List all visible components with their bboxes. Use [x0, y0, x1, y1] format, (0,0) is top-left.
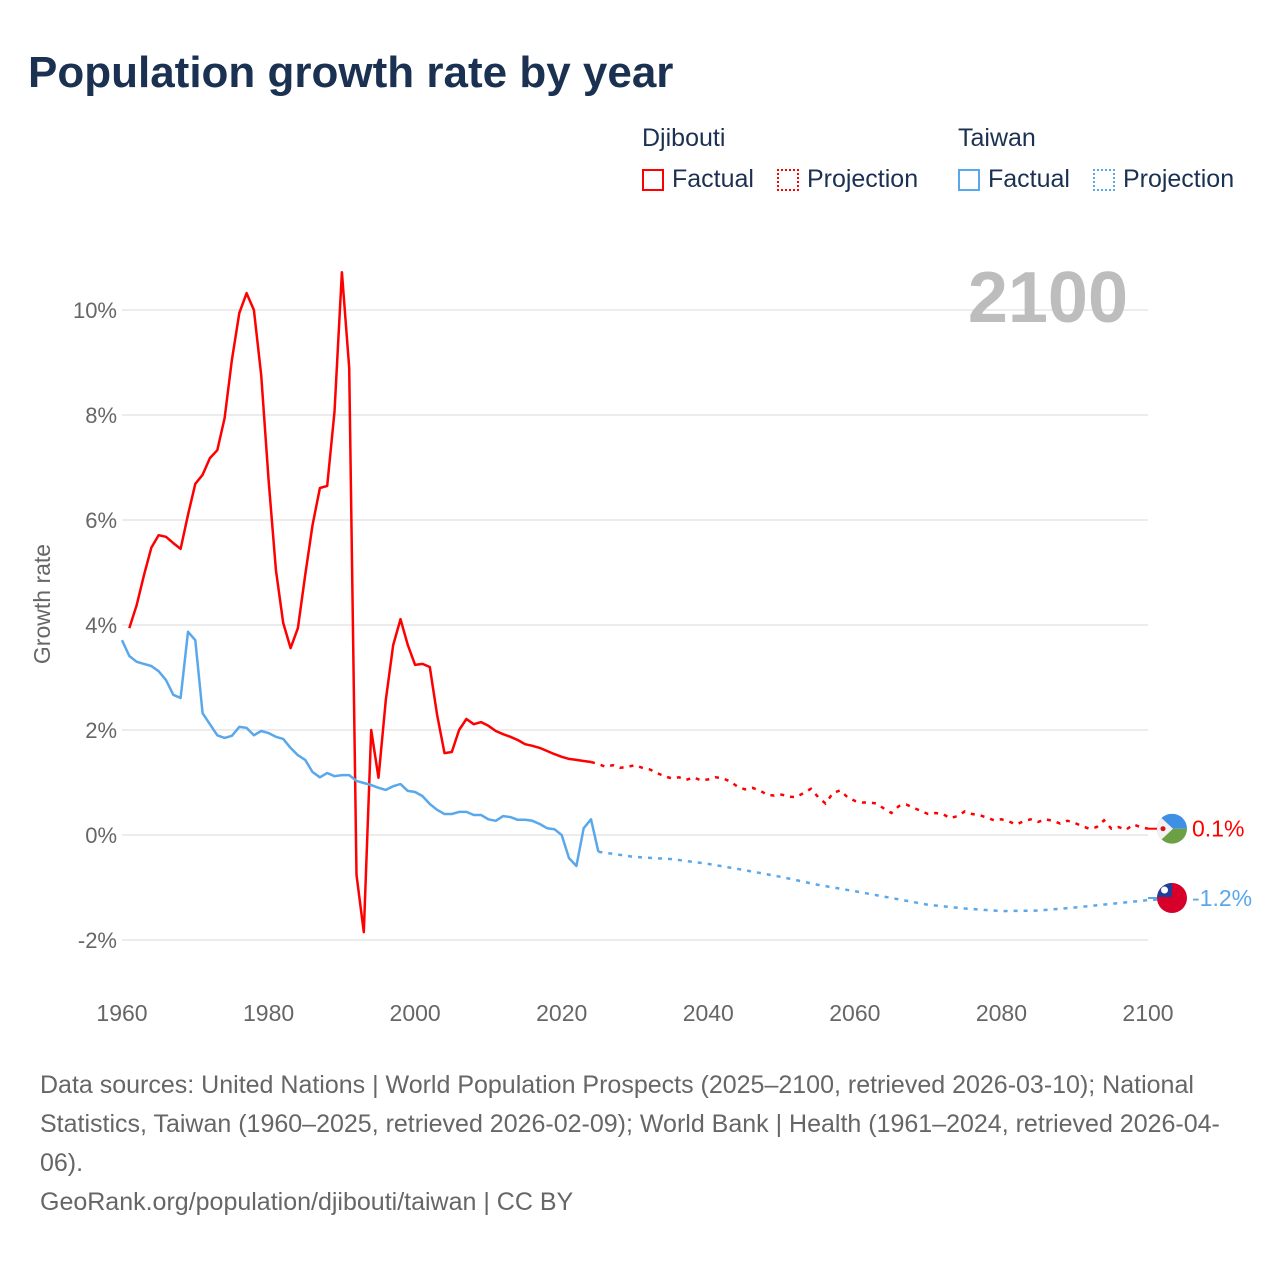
legend-item-taiwan-projection[interactable]: Projection: [1092, 165, 1235, 194]
legend-item-taiwan-factual[interactable]: Factual: [958, 165, 1070, 194]
solid-swatch-icon: [958, 168, 980, 191]
legend-taiwan: Taiwan Factual Projection: [958, 124, 1234, 198]
legend-label: Projection: [1122, 165, 1235, 193]
legend-group-name: Taiwan: [958, 124, 1036, 152]
solid-swatch-icon: [642, 168, 664, 191]
footer: Data sources: United Nations | World Pop…: [40, 1066, 1250, 1222]
data-sources: Data sources: United Nations | World Pop…: [40, 1071, 1220, 1177]
dotted-swatch-icon: [776, 168, 799, 191]
y-tick-label: -2%: [78, 928, 117, 953]
x-tick-label: 2020: [536, 1000, 587, 1026]
x-tick-label: 2100: [1122, 1000, 1173, 1026]
y-tick-label: 2%: [85, 718, 117, 743]
taiwan-flag-icon: [1157, 883, 1187, 913]
y-tick-label: 4%: [85, 613, 117, 638]
y-tick-label: 8%: [85, 403, 117, 428]
legend-item-djibouti-factual[interactable]: Factual: [642, 165, 754, 194]
djibouti-end-value-label: 0.1%: [1192, 816, 1244, 842]
x-tick-label: 1980: [243, 1000, 294, 1026]
chart-title: Population growth rate by year: [28, 48, 674, 97]
y-tick-label: 10%: [73, 298, 117, 323]
djibouti-flag-icon: [1157, 813, 1187, 844]
x-tick-label: 2000: [390, 1000, 441, 1026]
x-tick-label: 1960: [96, 1000, 147, 1026]
djibouti-factual-line: [128, 270, 592, 934]
legend-label: Factual: [988, 165, 1070, 193]
legend-group-name: Djibouti: [642, 124, 726, 152]
x-tick-label: 2040: [683, 1000, 734, 1026]
year-label: 2100: [968, 258, 1128, 338]
x-tick-label: 2080: [976, 1000, 1027, 1026]
x-tick-label: 2060: [829, 1000, 880, 1026]
y-tick-label: 6%: [85, 508, 117, 533]
dotted-swatch-icon: [1092, 168, 1115, 191]
djibouti-projection-line: [590, 760, 1149, 832]
y-tick-label: 0%: [85, 823, 117, 848]
taiwan-factual-line: [120, 630, 600, 868]
taiwan-projection-line: [598, 850, 1185, 913]
legend-label: Projection: [806, 165, 919, 193]
legend-djibouti: Djibouti Factual Projection: [642, 124, 934, 198]
y-axis-label: Growth rate: [29, 544, 55, 664]
legend-label: Factual: [672, 165, 754, 193]
taiwan-end-value-label: -1.2%: [1192, 885, 1252, 911]
credit-link[interactable]: GeoRank.org/population/djibouti/taiwan |…: [40, 1188, 574, 1216]
legend-item-djibouti-projection[interactable]: Projection: [776, 165, 919, 194]
